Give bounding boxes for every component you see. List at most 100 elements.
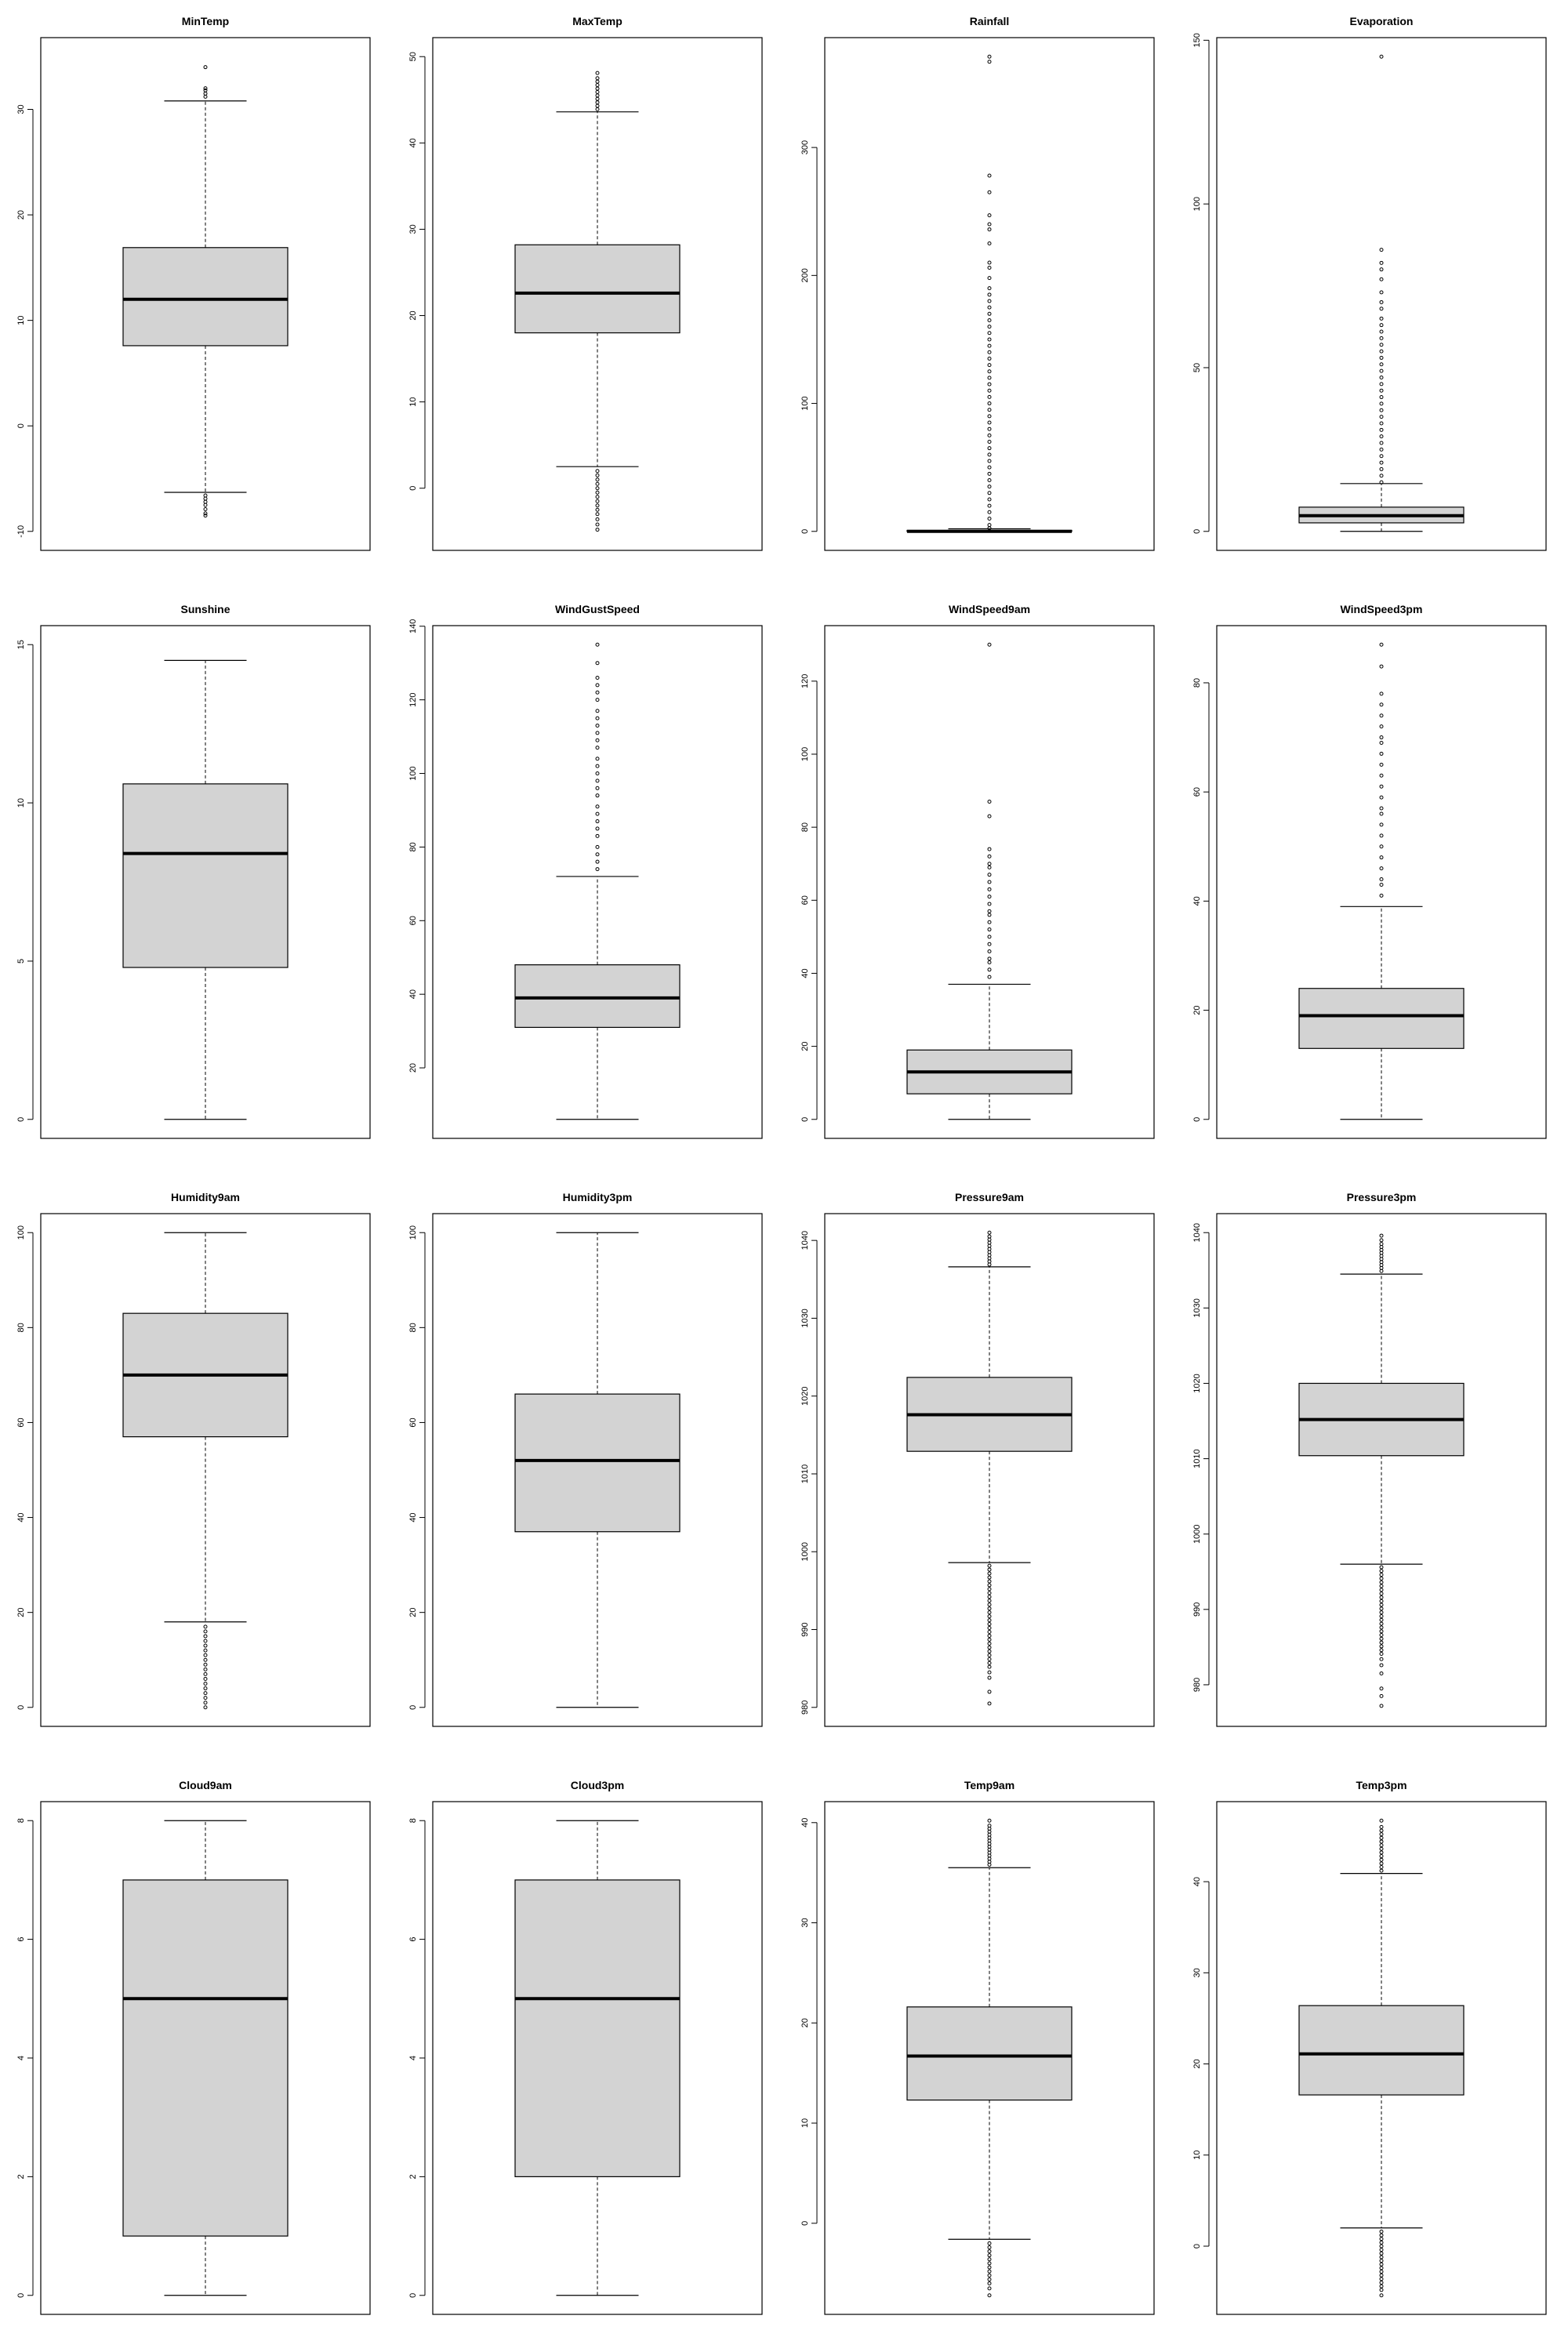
panel-title: WindGustSpeed [555,603,640,615]
boxplot-panel: WindSpeed9am 0 20 40 60 80 100 120 [800,603,1155,1139]
outlier-point [987,2265,992,2270]
outlier-point [1379,1648,1384,1653]
panel-title: Cloud9am [179,1779,232,1791]
outlier-point [987,414,992,419]
outlier-point [987,1670,992,1675]
outlier-point [987,2253,992,2258]
outlier-point [987,523,992,528]
y-tick-label: 2 [408,2174,418,2179]
outlier-point [203,499,208,504]
outlier-point [1379,248,1384,252]
outlier-point [203,1662,208,1667]
outlier-point [203,511,208,516]
outlier-point [987,286,992,291]
outlier-point [203,1671,208,1676]
boxplot-panel: Pressure3pm 980 990 1000 1010 1020 1030 1040 [1192,1191,1547,1727]
outlier-point [1379,1824,1384,1829]
outlier-point [595,683,600,688]
outlier-point [1379,1602,1384,1607]
iqr-box [514,1393,681,1533]
y-tick-label: 50 [1192,363,1202,372]
panel-title: Humidity9am [171,1191,240,1203]
outlier-point [1379,1610,1384,1615]
y-tick-label: 0 [800,1117,810,1122]
outlier-point [987,967,992,972]
outlier-point [595,477,600,482]
y-tick-label: 0 [16,2293,26,2298]
outlier-point [203,503,208,507]
outlier-point [1379,395,1384,400]
outlier-point [987,1661,992,1665]
outlier-point [987,1626,992,1631]
boxplot-panel: Cloud3pm 0 2 4 6 8 [408,1779,763,2315]
outlier-point [987,227,992,232]
outlier-point [987,2261,992,2266]
outlier-point [987,865,992,869]
y-tick-label: 30 [408,224,418,234]
boxplot-panel: Humidity3pm 0 20 40 60 80 100 [408,1191,763,1727]
outlier-point [595,522,600,527]
outlier-point [1379,702,1384,707]
outlier-point [203,1667,208,1671]
outlier-point [1379,833,1384,838]
outlier-point [1379,1606,1384,1611]
outlier-point [987,895,992,899]
outlier-point [203,493,208,498]
outlier-point [595,661,600,666]
outlier-point [1379,882,1384,887]
y-tick-label: 0 [1192,2244,1202,2249]
plot-frame [40,1213,371,1727]
outlier-point [1379,299,1384,304]
outlier-point [595,469,600,474]
outlier-point [1379,773,1384,778]
outlier-point [987,401,992,406]
plot-frame [40,1801,371,2315]
y-tick-label: 2 [16,2174,26,2179]
outlier-point [1379,375,1384,379]
outlier-point [1379,1640,1384,1645]
outlier-point [1379,307,1384,311]
outlier-point [1379,811,1384,816]
outlier-point [987,471,992,476]
outlier-point [1379,1835,1384,1840]
outlier-point [987,2241,992,2245]
outlier-point [595,804,600,809]
outlier-point [1379,2293,1384,2298]
plot-frame [824,625,1155,1139]
outlier-point [1379,1573,1384,1577]
outlier-point [1379,2237,1384,2241]
y-tick-label: 1000 [800,1542,810,1561]
outlier-point [595,517,600,521]
outlier-point [987,241,992,246]
outlier-point [987,960,992,964]
outlier-point [987,1256,992,1261]
outlier-point [987,266,992,270]
outlier-point [1379,460,1384,465]
outlier-point [1379,2284,1384,2288]
outlier-point [987,2293,992,2298]
y-tick-label: 60 [408,916,418,925]
y-tick-label: 1040 [800,1231,810,1250]
panel-title: MinTemp [182,15,229,27]
outlier-point [1379,724,1384,729]
outlier-point [1379,349,1384,354]
iqr-box [514,964,681,1029]
y-tick-label: 40 [408,1512,418,1522]
y-tick-label: 30 [1192,1968,1202,1977]
y-tick-label: 5 [16,959,26,964]
outlier-point [203,86,208,91]
outlier-point [987,1610,992,1615]
outlier-point [595,811,600,816]
outlier-point [987,2281,992,2285]
outlier-point [1379,1846,1384,1851]
outlier-point [1379,474,1384,478]
outlier-point [1379,806,1384,811]
outlier-point [595,786,600,790]
outlier-point [1379,1843,1384,1848]
outlier-point [1379,866,1384,871]
y-tick-label: 0 [16,1705,26,1710]
outlier-point [203,1624,208,1629]
outlier-point [987,2249,992,2254]
y-tick-label: 10 [800,2118,810,2128]
outlier-point [987,376,992,380]
